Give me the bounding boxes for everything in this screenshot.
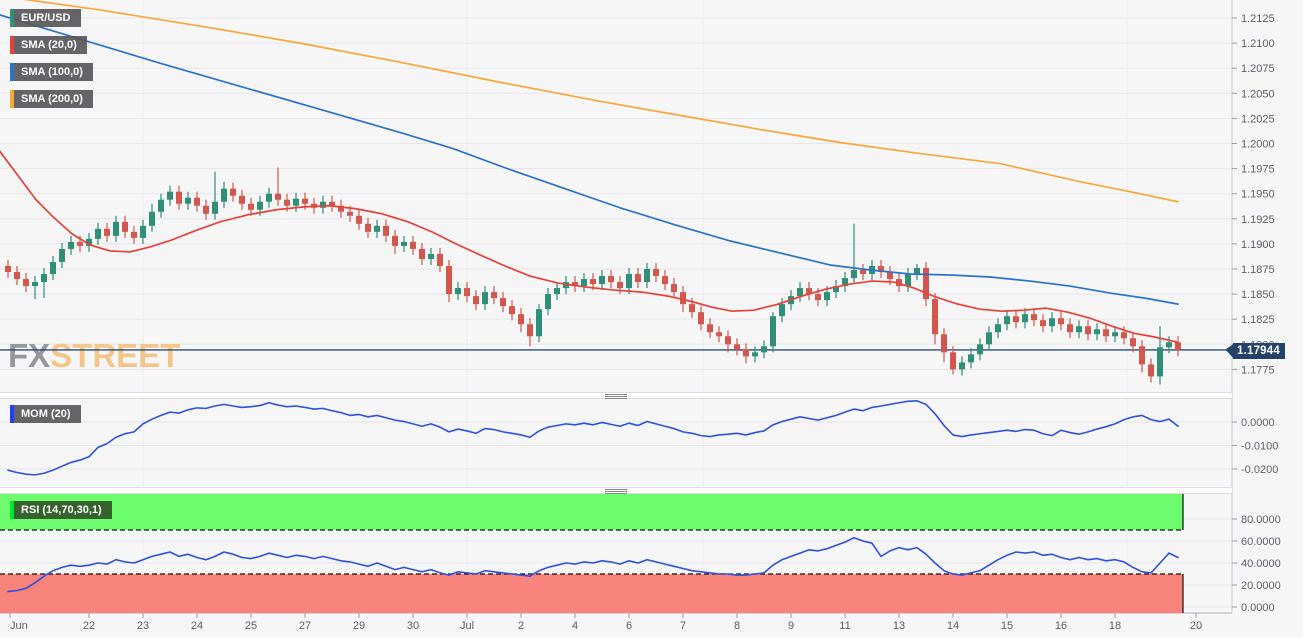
svg-text:15: 15 xyxy=(1001,620,1013,632)
legend-rsi-label: RSI (14,70,30,1) xyxy=(21,504,102,516)
divider-grip-icon[interactable] xyxy=(605,394,627,395)
svg-text:1.2025: 1.2025 xyxy=(1241,113,1275,125)
svg-text:22: 22 xyxy=(83,620,95,632)
svg-text:20.0000: 20.0000 xyxy=(1241,580,1281,592)
panel-divider-mom[interactable] xyxy=(0,392,1232,399)
svg-text:29: 29 xyxy=(353,620,365,632)
svg-text:60.0000: 60.0000 xyxy=(1241,536,1281,548)
divider-grip-icon[interactable] xyxy=(605,489,627,490)
svg-text:27: 27 xyxy=(299,620,311,632)
svg-text:11: 11 xyxy=(839,620,850,632)
sma20-line xyxy=(0,150,1179,344)
current-price-badge: 1.17944 xyxy=(1227,343,1285,359)
sma200-series-swatch xyxy=(10,90,14,108)
mom-series-swatch xyxy=(10,405,14,423)
rsi-oversold-band xyxy=(0,574,1183,613)
momentum-line xyxy=(7,400,1179,476)
svg-text:Jun: Jun xyxy=(10,620,28,632)
eurusd-series-swatch xyxy=(10,9,14,27)
svg-text:14: 14 xyxy=(947,620,959,632)
legend-eurusd-label: EUR/USD xyxy=(21,12,71,24)
svg-text:-0.0100: -0.0100 xyxy=(1241,441,1278,453)
legend-rsi[interactable]: RSI (14,70,30,1) xyxy=(10,501,112,519)
rsi-overbought-band xyxy=(0,493,1183,530)
svg-text:Jul: Jul xyxy=(460,620,474,632)
svg-text:1.1775: 1.1775 xyxy=(1241,364,1275,376)
sma20-series-swatch xyxy=(10,36,14,54)
svg-text:8: 8 xyxy=(734,620,740,632)
svg-text:13: 13 xyxy=(893,620,905,632)
svg-text:9: 9 xyxy=(788,620,794,632)
rsi-bands xyxy=(0,493,1184,613)
svg-text:2: 2 xyxy=(518,620,524,632)
svg-text:40.0000: 40.0000 xyxy=(1241,558,1281,570)
price-axis: 1.2125 1.2100 1.2075 1.2050 1.2025 1.2000 1.19… xyxy=(1232,13,1281,614)
svg-text:-0.0200: -0.0200 xyxy=(1241,464,1278,476)
svg-text:0.0000: 0.0000 xyxy=(1241,417,1275,429)
fxstreet-watermark: FXSTREET xyxy=(8,337,180,374)
legend-sma20-label: SMA (20,0) xyxy=(21,39,77,51)
svg-text:25: 25 xyxy=(245,620,257,632)
svg-text:1.1950: 1.1950 xyxy=(1241,189,1275,201)
svg-text:1.1875: 1.1875 xyxy=(1241,264,1275,276)
panel-divider-rsi[interactable] xyxy=(0,487,1232,494)
svg-text:1.1975: 1.1975 xyxy=(1241,164,1275,176)
svg-text:1.1900: 1.1900 xyxy=(1241,239,1275,251)
svg-text:1.2050: 1.2050 xyxy=(1241,88,1275,100)
svg-text:80.0000: 80.0000 xyxy=(1241,514,1281,526)
svg-text:20: 20 xyxy=(1190,620,1202,632)
svg-text:30: 30 xyxy=(407,620,419,632)
svg-text:24: 24 xyxy=(191,620,203,632)
svg-text:18: 18 xyxy=(1109,620,1121,632)
svg-text:1.2125: 1.2125 xyxy=(1241,13,1275,25)
sma100-series-swatch xyxy=(10,63,14,81)
svg-text:6: 6 xyxy=(626,620,632,632)
candles-layer xyxy=(5,167,1181,385)
svg-text:1.2000: 1.2000 xyxy=(1241,139,1275,151)
legend-mom[interactable]: MOM (20) xyxy=(10,405,81,423)
legend-sma200-label: SMA (200,0) xyxy=(21,93,83,105)
svg-text:1.1925: 1.1925 xyxy=(1241,214,1275,226)
svg-text:0.0000: 0.0000 xyxy=(1241,602,1275,614)
legend-sma200[interactable]: SMA (200,0) xyxy=(10,90,93,108)
current-price-line xyxy=(0,344,1232,355)
legend-sma100-label: SMA (100,0) xyxy=(21,66,83,78)
svg-text:1.1825: 1.1825 xyxy=(1241,314,1275,326)
legend-eurusd[interactable]: EUR/USD xyxy=(10,9,81,27)
legend-sma100[interactable]: SMA (100,0) xyxy=(10,63,93,81)
rsi-series-swatch xyxy=(10,501,14,519)
svg-text:1.2100: 1.2100 xyxy=(1241,38,1275,50)
rsi-line xyxy=(7,536,1179,593)
legend-sma20[interactable]: SMA (20,0) xyxy=(10,36,87,54)
svg-text:23: 23 xyxy=(137,620,149,632)
svg-text:1.1850: 1.1850 xyxy=(1241,289,1275,301)
sma100-line xyxy=(0,14,1179,305)
sma200-line xyxy=(22,0,1179,203)
time-axis: Jun 22 23 24 25 27 29 30 Jul 2 4 6 7 8 9 11 13 14 15 16 18 20 xyxy=(9,613,1202,632)
svg-text:4: 4 xyxy=(572,620,578,632)
legend-mom-label: MOM (20) xyxy=(21,408,71,420)
svg-text:7: 7 xyxy=(680,620,686,632)
svg-text:1.2075: 1.2075 xyxy=(1241,63,1275,75)
svg-text:16: 16 xyxy=(1055,620,1067,632)
